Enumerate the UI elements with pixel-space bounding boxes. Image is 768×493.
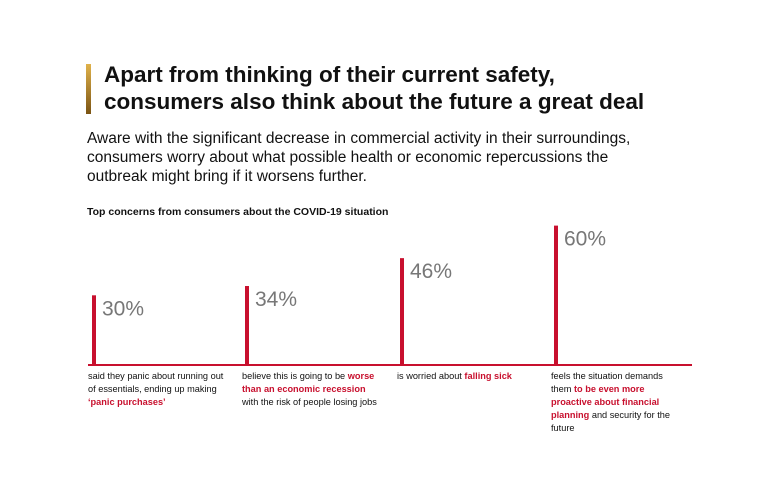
- bar-value-label-3: 46%: [410, 260, 452, 283]
- caption-highlight: falling sick: [464, 371, 512, 381]
- bar-value-label-4: 60%: [564, 228, 606, 251]
- intro-line-3: outbreak might bring if it worsens furth…: [87, 168, 367, 186]
- bar-value-label-1: 30%: [102, 297, 144, 320]
- headline-line-2: consumers also think about the future a …: [104, 89, 645, 114]
- intro-line-2: consumers worry about what possible heal…: [87, 149, 609, 167]
- caption-4: feels the situation demands them to be e…: [551, 370, 683, 435]
- caption-text: believe this is going to be: [242, 371, 348, 381]
- headline: Apart from thinking of their current saf…: [104, 61, 724, 115]
- chart-title: Top concerns from consumers about the CO…: [87, 206, 389, 218]
- intro-line-1: Aware with the significant decrease in c…: [87, 130, 631, 147]
- intro-paragraph: Aware with the significant decrease in c…: [87, 129, 737, 187]
- bar-value-label-2: 34%: [255, 288, 297, 311]
- bar-3: [400, 258, 404, 365]
- caption-text: said they panic about running out of ess…: [88, 371, 224, 394]
- bar-2: [245, 286, 249, 365]
- caption-text: with the risk of people losing jobs: [242, 397, 377, 407]
- bar-1: [92, 295, 96, 365]
- caption-1: said they panic about running out of ess…: [88, 370, 230, 409]
- caption-highlight: ‘panic purchases’: [88, 397, 166, 407]
- headline-line-1: Apart from thinking of their current saf…: [104, 62, 555, 87]
- bar-4: [554, 225, 558, 365]
- caption-text: feels the situation demands them: [551, 371, 663, 394]
- caption-3: is worried about falling sick: [397, 370, 539, 383]
- caption-text: and security for the future: [551, 410, 670, 433]
- caption-text: is worried about: [397, 371, 465, 381]
- caption-2: believe this is going to be worse than a…: [242, 370, 384, 409]
- caption-highlight: worse than an economic recession: [242, 371, 375, 394]
- headline-accent-bar: [86, 64, 91, 114]
- caption-highlight: to be even more proactive about financia…: [551, 384, 660, 420]
